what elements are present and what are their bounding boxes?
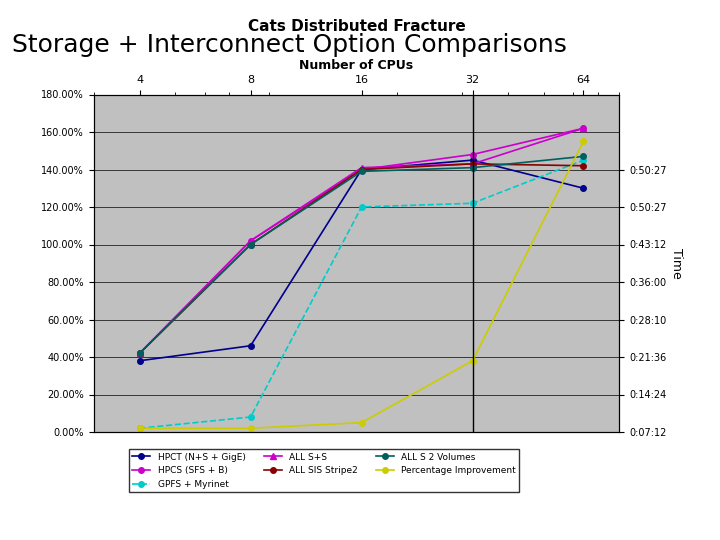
ALL S+S <box>357 164 366 171</box>
HPCS (SFS + B) <box>579 125 588 131</box>
X-axis label: Number of CPUs: Number of CPUs <box>300 59 413 72</box>
Legend: HPCT (N+S + GigE), HPCS (SFS + B), GPFS + Myrinet, ALL S+S, ALL SIS Stripe2, ALL: HPCT (N+S + GigE), HPCS (SFS + B), GPFS … <box>129 449 519 492</box>
Line: Percentage Improvement: Percentage Improvement <box>137 139 586 431</box>
Percentage Improvement <box>468 357 477 364</box>
ALL S 2 Volumes <box>246 241 255 248</box>
HPCS (SFS + B) <box>468 151 477 158</box>
Y-axis label: Time: Time <box>670 248 683 279</box>
HPCT (N+S + GigE) <box>468 157 477 164</box>
GPFS + Myrinet <box>246 414 255 420</box>
Line: ALL SIS Stripe2: ALL SIS Stripe2 <box>137 161 586 356</box>
Line: HPCT (N+S + GigE): HPCT (N+S + GigE) <box>137 157 586 363</box>
HPCT (N+S + GigE) <box>357 166 366 173</box>
GPFS + Myrinet <box>357 204 366 210</box>
HPCS (SFS + B) <box>246 238 255 244</box>
Line: ALL S+S: ALL S+S <box>137 125 586 356</box>
ALL S 2 Volumes <box>135 350 144 356</box>
GPFS + Myrinet <box>468 200 477 206</box>
Line: GPFS + Myrinet: GPFS + Myrinet <box>137 157 586 431</box>
Percentage Improvement <box>135 425 144 431</box>
GPFS + Myrinet <box>579 157 588 164</box>
ALL S 2 Volumes <box>579 153 588 160</box>
Percentage Improvement <box>579 138 588 145</box>
ALL SIS Stripe2 <box>135 350 144 356</box>
ALL S+S <box>468 160 477 167</box>
ALL SIS Stripe2 <box>246 241 255 248</box>
ALL S+S <box>579 125 588 131</box>
HPCT (N+S + GigE) <box>135 357 144 364</box>
ALL S+S <box>246 238 255 244</box>
GPFS + Myrinet <box>135 425 144 431</box>
HPCS (SFS + B) <box>135 350 144 356</box>
HPCS (SFS + B) <box>357 166 366 173</box>
Percentage Improvement <box>357 420 366 426</box>
ALL S 2 Volumes <box>468 164 477 171</box>
HPCT (N+S + GigE) <box>246 342 255 349</box>
Title: Cats Distributed Fracture: Cats Distributed Fracture <box>248 19 465 35</box>
Text: 10: 10 <box>680 512 706 530</box>
Line: ALL S 2 Volumes: ALL S 2 Volumes <box>137 153 586 356</box>
Line: HPCS (SFS + B): HPCS (SFS + B) <box>137 125 586 356</box>
ALL SIS Stripe2 <box>357 166 366 173</box>
ALL S+S <box>135 350 144 356</box>
ALL S 2 Volumes <box>357 168 366 174</box>
ALL SIS Stripe2 <box>579 163 588 169</box>
ALL SIS Stripe2 <box>468 160 477 167</box>
Percentage Improvement <box>246 425 255 431</box>
HPCT (N+S + GigE) <box>579 185 588 192</box>
Text: Storage + Interconnect Option Comparisons: Storage + Interconnect Option Comparison… <box>12 33 567 57</box>
Text: www.openfabrics.org: www.openfabrics.org <box>14 514 176 529</box>
